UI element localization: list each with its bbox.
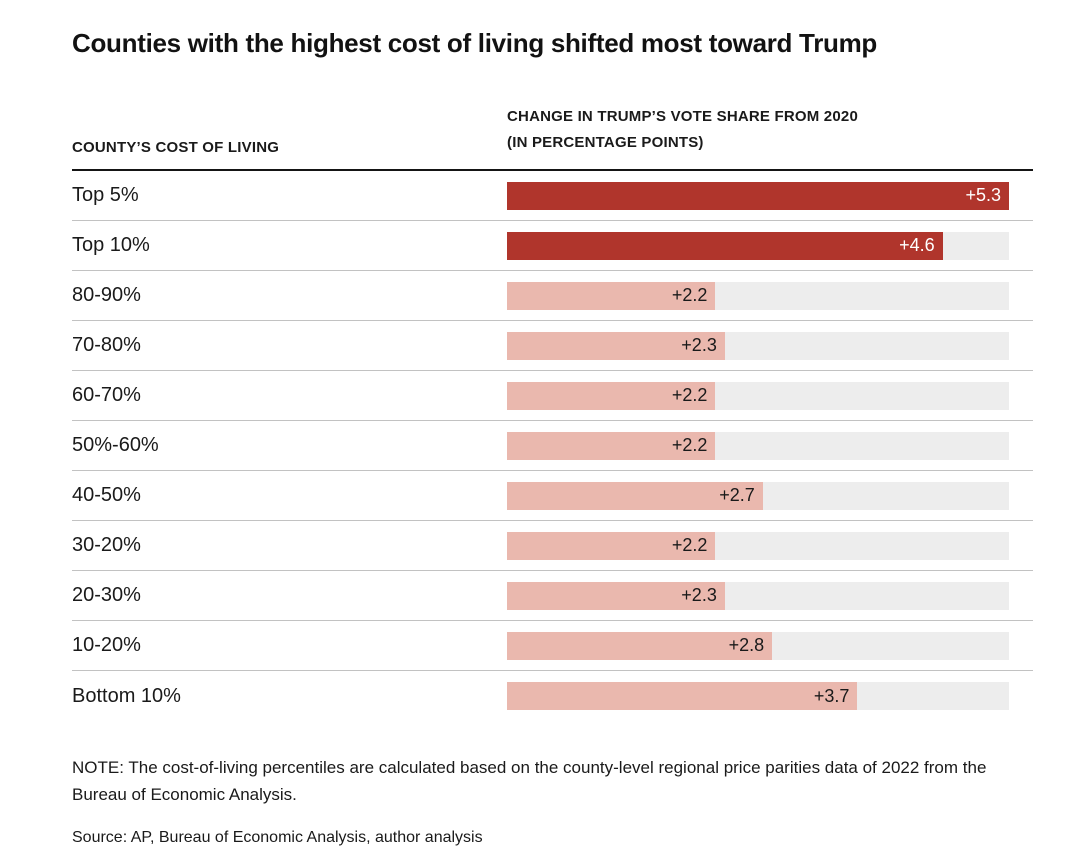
bar-track: +2.8 (507, 631, 1009, 660)
chart-row: 10-20% +2.8 (72, 621, 1033, 671)
bar-value-label: +2.2 (671, 435, 708, 455)
bar-value-label: +2.3 (681, 585, 717, 605)
chart-row: Top 10% +4.6 (72, 221, 1033, 271)
category-label: 10-20% (72, 634, 141, 656)
bar-track: +2.2 (507, 281, 1009, 310)
category-label: 50%-60% (72, 434, 159, 456)
bar-fill: +2.7 (507, 481, 763, 510)
category-label: 70-80% (72, 334, 141, 356)
chart-row: 50%-60% +2.2 (72, 421, 1033, 471)
bar-value-label: +2.2 (671, 285, 708, 305)
bar-value-label: +5.3 (965, 185, 1001, 205)
bar-fill: +2.3 (507, 331, 725, 360)
bar-value-label: +4.6 (899, 235, 935, 255)
bar-value-label: +2.7 (719, 485, 755, 505)
chart-row: Bottom 10% +3.7 (72, 671, 1033, 721)
column-header-cost-of-living: COUNTY’S COST OF LIVING (72, 139, 280, 156)
category-label: Top 5% (72, 184, 139, 206)
note-text: NOTE: The cost-of-living percentiles are… (72, 758, 987, 804)
bar-value-label: +3.7 (813, 685, 850, 706)
category-label: 20-30% (72, 584, 141, 606)
bar-fill: +2.2 (507, 531, 716, 560)
bar-fill: +2.3 (507, 581, 725, 610)
bar-chart: Top 5% +5.3 Top 10% +4.6 80-90% +2.2 (72, 171, 1033, 721)
bar-track: +2.2 (507, 431, 1009, 460)
column-header-vote-share-line2: (IN PERCENTAGE POINTS) (507, 134, 704, 151)
chart-row: 70-80% +2.3 (72, 321, 1033, 371)
bar-fill: +4.6 (507, 231, 943, 260)
category-label: 40-50% (72, 484, 141, 506)
bar-value-label: +2.8 (728, 635, 765, 655)
chart-row: 30-20% +2.2 (72, 521, 1033, 571)
bar-track: +2.7 (507, 481, 1009, 510)
bar-fill: +2.2 (507, 381, 716, 410)
bar-track: +4.6 (507, 231, 1009, 260)
category-label: 30-20% (72, 534, 141, 556)
bar-fill: +5.3 (507, 181, 1009, 210)
bar-fill: +2.2 (507, 431, 716, 460)
bar-value-label: +2.3 (681, 335, 717, 355)
bar-fill: +3.7 (507, 682, 858, 710)
column-header-vote-share: CHANGE IN TRUMP’S VOTE SHARE FROM 2020 (… (507, 104, 1033, 156)
column-headers: COUNTY’S COST OF LIVING CHANGE IN TRUMP’… (72, 104, 1033, 171)
chart-row: 80-90% +2.2 (72, 271, 1033, 321)
bar-track: +2.3 (507, 581, 1009, 610)
bar-track: +2.2 (507, 381, 1009, 410)
chart-row: Top 5% +5.3 (72, 171, 1033, 221)
chart-row: 40-50% +2.7 (72, 471, 1033, 521)
category-label: Top 10% (72, 234, 150, 256)
source-text: Source: AP, Bureau of Economic Analysis,… (72, 829, 483, 846)
chart-row: 20-30% +2.3 (72, 571, 1033, 621)
page-title: Counties with the highest cost of living… (72, 28, 878, 58)
category-label: 60-70% (72, 384, 141, 406)
column-header-vote-share-line1: CHANGE IN TRUMP’S VOTE SHARE FROM 2020 (507, 108, 858, 125)
bar-track: +2.2 (507, 531, 1009, 560)
chart-row: 60-70% +2.2 (72, 371, 1033, 421)
bar-track: +3.7 (507, 682, 1009, 710)
bar-track: +5.3 (507, 181, 1009, 210)
category-label: Bottom 10% (72, 684, 181, 707)
bar-value-label: +2.2 (671, 385, 708, 405)
bar-fill: +2.8 (507, 631, 773, 660)
bar-value-label: +2.2 (671, 535, 708, 555)
category-label: 80-90% (72, 284, 141, 306)
bar-fill: +2.2 (507, 281, 716, 310)
bar-track: +2.3 (507, 331, 1009, 360)
